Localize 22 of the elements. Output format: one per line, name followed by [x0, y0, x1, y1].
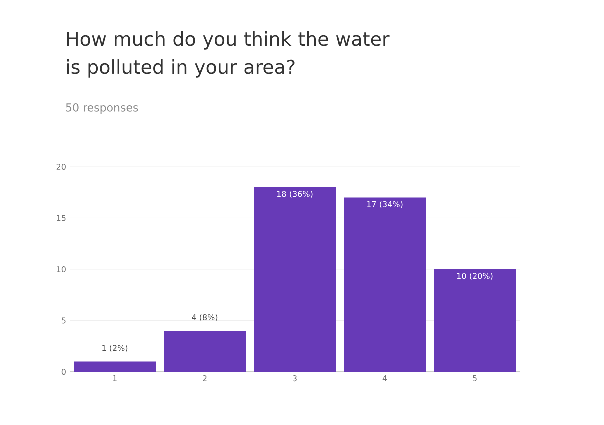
- x-tick-label: 2: [203, 376, 207, 382]
- bar: [344, 198, 426, 372]
- bar: [434, 269, 516, 372]
- x-tick-label: 4: [382, 376, 388, 382]
- y-tick-label: 10: [57, 266, 66, 273]
- data-label: 1 (2%): [102, 345, 128, 352]
- bar: [74, 362, 156, 372]
- data-label: 4 (8%): [192, 314, 218, 322]
- y-tick-label: 0: [62, 368, 66, 376]
- y-tick-label: 15: [57, 215, 66, 222]
- chart-title: How much do you think the water is polluted in your area?: [67, 32, 390, 78]
- data-label: 18 (36%): [277, 191, 313, 198]
- y-tick-label: 5: [62, 318, 66, 324]
- x-tick-label: 1: [113, 376, 117, 382]
- chart-subtitle: 50 responses: [66, 104, 138, 114]
- y-tick-label: 20: [56, 164, 66, 170]
- data-label: 10 (20%): [457, 273, 493, 280]
- x-tick-label: 3: [293, 376, 297, 382]
- bar: [164, 331, 246, 372]
- bar: [254, 188, 336, 372]
- x-tick-label: 5: [473, 376, 477, 382]
- data-label: 17 (34%): [367, 201, 403, 208]
